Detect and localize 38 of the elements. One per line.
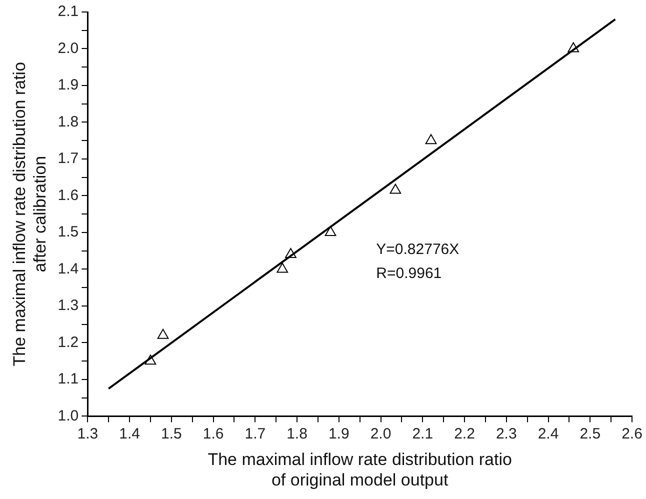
point [144, 354, 156, 365]
x-axis-title: The maximal inflow rate distribution ratio of original model output [208, 450, 512, 490]
y-tick-label: 1.7 [58, 150, 79, 168]
x-tick-label: 1.4 [119, 425, 140, 442]
x-tick-label: 1.7 [244, 425, 266, 442]
x-tick-label: 2.4 [538, 425, 559, 442]
y-tick-label: 2.0 [58, 40, 79, 57]
y-tick-label: 2.1 [58, 3, 79, 20]
x-tick-label: 2.2 [454, 425, 475, 442]
y-tick-label: 1.6 [58, 186, 79, 204]
y-axis-title: The maximal inflow rate distribution ratio after calibration [10, 62, 50, 366]
point [276, 262, 288, 273]
x-tick-label: 2.5 [580, 425, 601, 442]
x-tick-label: 2.3 [496, 425, 517, 442]
y-tick-label: 1.4 [58, 260, 79, 278]
y-tick-label: 1.0 [58, 407, 79, 424]
x-tick-label: 1.8 [286, 425, 308, 442]
x-tick-label: 1.9 [328, 425, 350, 442]
y-tick-label: 1.3 [58, 297, 79, 314]
x-tick-label: 2.0 [370, 425, 392, 442]
y-tick-label: 1.8 [58, 113, 79, 130]
point [324, 226, 336, 236]
x-tick-label: 1.5 [160, 425, 182, 442]
point [157, 328, 169, 339]
point [425, 134, 437, 144]
annotation: R=0.9961 [376, 265, 442, 282]
y-tick-label: 1.5 [58, 224, 79, 241]
point [390, 184, 402, 194]
x-tick-label: 1.3 [77, 425, 98, 442]
y-tick-label: 1.1 [58, 370, 79, 388]
point [568, 42, 580, 52]
x-tick-label: 1.6 [202, 425, 224, 442]
y-tick-label: 1.9 [58, 76, 79, 94]
point [285, 248, 296, 258]
x-tick-label: 2.6 [622, 425, 642, 442]
annotation: Y=0.82776X [376, 241, 460, 258]
y-tick-label: 1.2 [58, 334, 79, 351]
x-tick-label: 2.1 [412, 425, 434, 442]
